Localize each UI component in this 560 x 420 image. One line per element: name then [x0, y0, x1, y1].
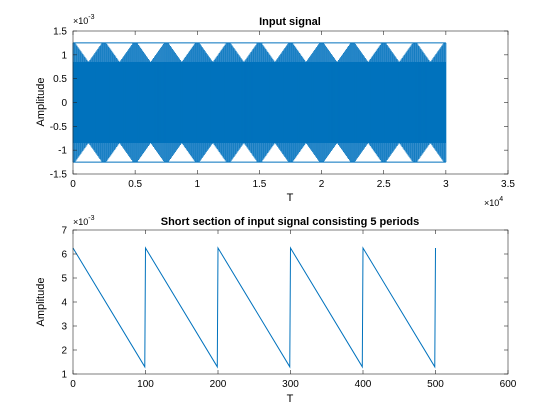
top-y-tick-label: 1: [61, 50, 67, 61]
top-y-axis-label: Amplitude: [35, 78, 47, 127]
bottom-panel: Short section of input signal consisting…: [35, 215, 517, 405]
top-y-tick-label: -1.5: [50, 170, 68, 181]
bottom-x-tick-label: 500: [427, 379, 444, 390]
bottom-y-tick-label: 2: [61, 346, 67, 357]
top-panel: Input signal 0 0.5 1 1.5 2 2.5 3 3.5-1.5-1-0.50…: [35, 14, 515, 208]
top-y-tick-label: -1: [58, 146, 67, 157]
bottom-y-tick-label: 6: [61, 250, 67, 261]
bottom-y-tick-label: 7: [61, 226, 67, 237]
bottom-y-exponent: ×10-3: [73, 215, 95, 227]
bottom-y-axis-label: Amplitude: [35, 278, 47, 327]
top-signal-core: [73, 61, 446, 144]
top-x-axis-label: T: [287, 192, 294, 204]
bottom-x-tick-label: 600: [500, 379, 517, 390]
top-x-exponent: ×104: [484, 196, 503, 208]
top-y-tick-label: 0.5: [53, 74, 67, 85]
bottom-y-tick-label: 3: [61, 322, 67, 333]
bottom-signal-line: [72, 246, 436, 369]
bottom-x-tick-label: 100: [137, 379, 154, 390]
top-x-tick-label: 0.5: [128, 179, 142, 190]
bottom-x-tick-label: 200: [210, 379, 227, 390]
bottom-x-tick-label: 400: [355, 379, 372, 390]
bottom-axes-box: [72, 229, 509, 375]
top-signal-area: [72, 42, 447, 163]
bottom-x-axis-label: T: [287, 393, 294, 405]
top-x-tick-label: 2.5: [377, 179, 391, 190]
bottom-x-tick-label: 300: [282, 379, 299, 390]
bottom-ticks: 0 100 200 300 400 500 600 1 2 3 4 5 6 7: [61, 226, 516, 391]
top-x-tick-label: 3: [443, 179, 449, 190]
bottom-y-tick-label: 1: [61, 370, 67, 381]
top-x-tick-label: 0: [70, 179, 76, 190]
top-y-tick-label: -0.5: [50, 122, 68, 133]
top-y-tick-label: 0: [61, 98, 67, 109]
top-y-tick-label: 1.5: [53, 27, 67, 38]
top-chart-title: Input signal: [259, 16, 321, 28]
bottom-x-tick-label: 0: [70, 379, 76, 390]
bottom-y-tick-label: 5: [61, 274, 67, 285]
top-axes-box: [72, 30, 509, 175]
bottom-chart-title: Short section of input signal consisting…: [161, 216, 420, 228]
top-x-tick-label: 1.5: [252, 179, 266, 190]
top-ticks: 0 0.5 1 1.5 2 2.5 3 3.5 -1.5 -1 -0.5 0 0.5 1 1.5: [50, 27, 516, 191]
top-y-exponent: ×10-3: [73, 14, 95, 26]
top-x-tick-label: 1: [195, 179, 201, 190]
top-x-tick-label: 2: [319, 179, 325, 190]
top-x-tick-label: 3.5: [501, 179, 515, 190]
bottom-series-line: [72, 246, 436, 369]
bottom-y-tick-label: 4: [61, 298, 67, 309]
top-signal-texture: [73, 42, 446, 163]
